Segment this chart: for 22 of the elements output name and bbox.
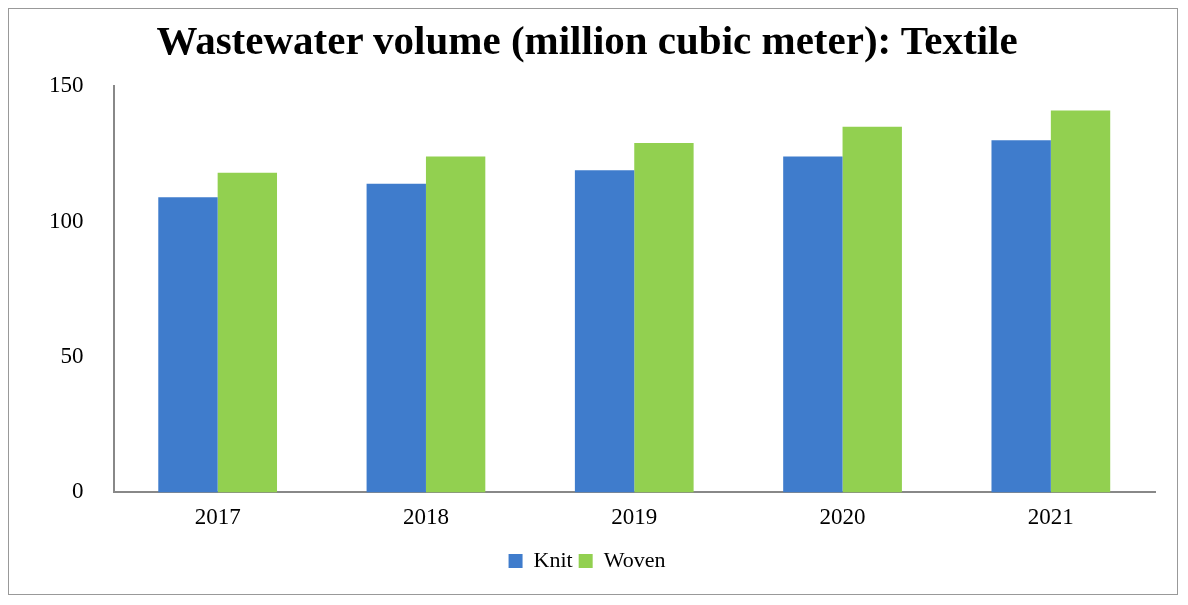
bar: [425, 156, 486, 493]
bar: [783, 156, 843, 493]
x-tick-label: 2017: [194, 504, 241, 530]
bar: [366, 183, 426, 493]
y-tick-label: 50: [60, 343, 84, 369]
chart-title: Wastewater volume (million cubic meter): Textile: [156, 17, 1018, 64]
bar: [991, 140, 1051, 493]
bar: [1050, 110, 1111, 493]
x-tick-label: 2021: [1027, 504, 1074, 530]
x-tick-label: 2020: [819, 504, 866, 530]
y-tick-label: 0: [72, 478, 84, 504]
y-tick-label: 100: [49, 207, 84, 233]
legend-label: Woven: [603, 546, 666, 572]
bar: [634, 143, 694, 493]
bar: [158, 197, 218, 493]
x-tick-label: 2019: [611, 504, 658, 530]
bar: [842, 126, 902, 493]
legend-label: Knit: [533, 546, 573, 572]
bar: [217, 172, 278, 493]
bar: [574, 170, 635, 493]
x-tick-label: 2018: [402, 504, 449, 530]
y-tick-label: 150: [49, 72, 84, 98]
